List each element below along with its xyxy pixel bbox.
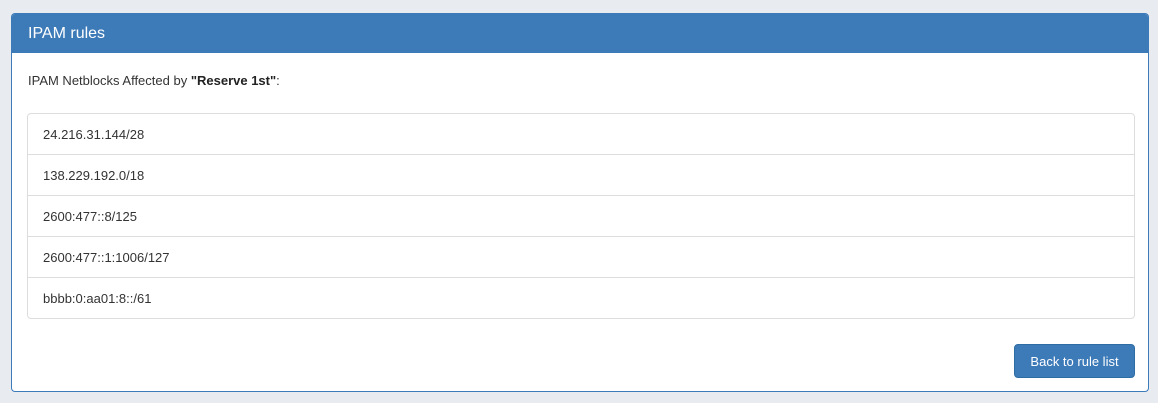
netblock-item[interactable]: 138.229.192.0/18 bbox=[28, 154, 1134, 195]
panel-title: IPAM rules bbox=[12, 14, 1148, 53]
netblock-item[interactable]: 2600:477::1:1006/127 bbox=[28, 236, 1134, 277]
netblock-item[interactable]: bbbb:0:aa01:8::/61 bbox=[28, 277, 1134, 318]
netblock-list: 24.216.31.144/28 138.229.192.0/18 2600:4… bbox=[27, 113, 1135, 319]
ipam-rules-panel: IPAM rules IPAM Netblocks Affected by "R… bbox=[11, 13, 1149, 392]
intro-prefix: IPAM Netblocks Affected by bbox=[28, 73, 191, 88]
netblock-item[interactable]: 24.216.31.144/28 bbox=[43, 127, 145, 142]
netblock-item[interactable]: 2600:477::8/125 bbox=[28, 195, 1134, 236]
back-to-rule-list-button[interactable]: Back to rule list bbox=[1014, 344, 1135, 378]
intro-suffix: : bbox=[276, 73, 280, 88]
rule-name: "Reserve 1st" bbox=[190, 73, 277, 88]
affected-netblocks-heading: IPAM Netblocks Affected by "Reserve 1st"… bbox=[28, 73, 280, 88]
